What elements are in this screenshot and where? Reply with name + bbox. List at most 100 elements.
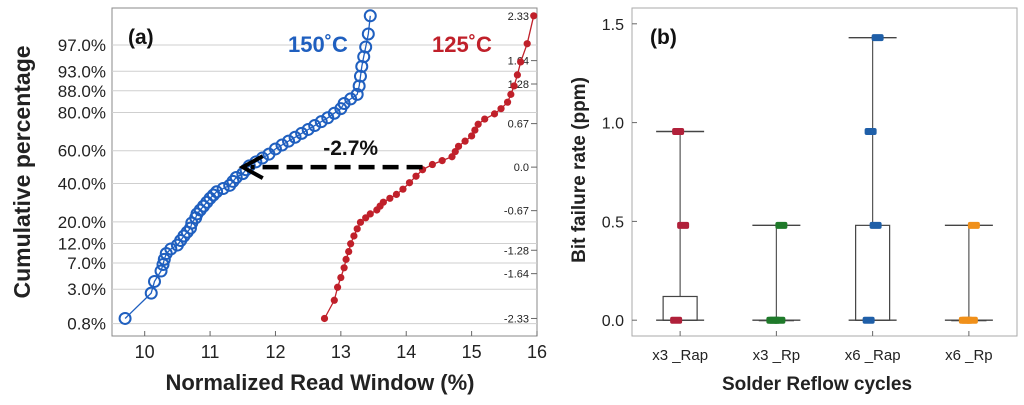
- data-point-150c: [268, 142, 282, 156]
- data-point-b: [670, 316, 683, 324]
- y-axis-ticks-b: 0.0 0.5 1.0 1.5: [602, 17, 637, 330]
- y-tick-label-a: 0.8%: [67, 315, 106, 334]
- data-point-b: [768, 316, 781, 324]
- data-point-125c: [510, 82, 518, 90]
- series-label-125c: 125˚C: [432, 32, 492, 57]
- data-point-150c: [183, 221, 197, 235]
- x-tick-label-a: 13: [331, 342, 351, 362]
- data-point-125c: [530, 12, 538, 20]
- data-point-125c: [507, 90, 515, 98]
- data-point-b: [677, 221, 690, 229]
- y-tick-label-b: 1.5: [602, 17, 624, 34]
- right-tick-label: -1.28: [504, 245, 529, 257]
- y-axis-title-b: Bit failure rate (ppm): [569, 77, 590, 263]
- data-point-150c: [164, 242, 178, 256]
- x-tick-label-a: 10: [135, 342, 155, 362]
- data-point-150c: [314, 115, 328, 129]
- data-point-b: [871, 34, 884, 42]
- data-point-125c: [330, 296, 338, 304]
- data-point-125c: [347, 240, 355, 248]
- data-point-125c: [350, 232, 358, 240]
- data-point-125c: [448, 153, 456, 161]
- x-axis-ticks-b: x3 _Rap x3 _Rp x6 _Rap x6 _Rp: [652, 331, 993, 364]
- right-tick-label: 2.33: [508, 11, 529, 23]
- x-axis-title-a: Normalized Read Window (%): [165, 370, 474, 395]
- data-point-150c: [197, 199, 211, 213]
- data-point-125c: [392, 190, 401, 199]
- x-tick-label-b: x3 _Rp: [753, 347, 801, 364]
- data-point-125c: [503, 98, 512, 106]
- y-axis-title-a: Cumulative percentage: [9, 45, 35, 298]
- right-tick-label: -2.33: [504, 313, 529, 325]
- data-point-150c: [200, 195, 214, 209]
- data-series-a: [118, 9, 538, 325]
- data-point-150c: [350, 87, 364, 101]
- data-point-150c: [359, 40, 373, 54]
- data-point-150c: [210, 185, 224, 199]
- data-point-125c: [517, 58, 525, 66]
- box-2: [848, 34, 897, 324]
- data-point-150c: [226, 174, 240, 188]
- data-point-150c: [295, 126, 309, 140]
- right-tick-label: -1.64: [504, 269, 529, 281]
- data-point-125c: [513, 71, 521, 79]
- data-point-150c: [363, 9, 377, 23]
- data-point-150c: [148, 274, 161, 288]
- data-point-150c: [288, 130, 302, 144]
- data-point-125c: [481, 115, 489, 123]
- box-1: [752, 221, 801, 324]
- data-point-125c: [454, 142, 463, 150]
- data-point-150c: [216, 182, 230, 196]
- data-point-125c: [345, 247, 353, 256]
- data-point-125c: [342, 255, 350, 263]
- data-point-125c: [461, 137, 469, 145]
- x-tick-label-a: 14: [396, 342, 416, 362]
- box-body: [662, 295, 698, 321]
- data-point-150c: [282, 134, 296, 148]
- x-tick-label-b: x6 _Rap: [845, 347, 901, 364]
- plot-area-a: [111, 7, 538, 337]
- data-point-b: [869, 221, 882, 229]
- y-tick-label-b: 0.0: [602, 313, 624, 330]
- right-tick-label: -0.67: [504, 206, 529, 218]
- right-tick-label: 0.0: [514, 162, 529, 174]
- data-point-150c: [157, 252, 171, 266]
- data-point-150c: [308, 119, 322, 133]
- data-point-125c: [523, 40, 531, 48]
- right-tick-label: 0.67: [508, 119, 529, 131]
- plot-area-b: [631, 7, 1018, 337]
- x-axis-ticks-a: 10 11 12 13 14 15 16: [135, 331, 547, 362]
- box-0: [656, 127, 705, 324]
- box-3: [944, 221, 993, 324]
- y-tick-label-a: 3.0%: [67, 280, 106, 299]
- data-point-150c: [190, 207, 204, 221]
- y-tick-label-a: 60.0%: [58, 142, 106, 161]
- data-point-125c: [340, 264, 348, 272]
- data-point-b: [864, 127, 877, 135]
- data-point-125c: [471, 126, 479, 134]
- shift-annotation: -2.7%: [238, 137, 423, 180]
- data-point-125c: [379, 198, 387, 206]
- data-point-150c: [352, 79, 366, 93]
- data-point-150c: [144, 286, 158, 300]
- y-tick-label-a: 97.0%: [58, 36, 106, 55]
- data-point-125c: [337, 273, 345, 282]
- data-point-125c: [333, 283, 342, 291]
- y-tick-label-a: 88.0%: [58, 82, 106, 101]
- data-point-125c: [474, 120, 482, 128]
- data-point-150c: [118, 311, 132, 325]
- data-point-150c: [206, 188, 220, 202]
- x-axis-title-b: Solder Reflow cycles: [722, 374, 912, 395]
- data-point-150c: [177, 229, 191, 243]
- data-point-150c: [193, 203, 207, 217]
- x-tick-label-a: 16: [527, 342, 547, 362]
- y-tick-label-a: 80.0%: [58, 103, 106, 122]
- y-axis-ticks-a: 97.0% 93.0%88.0% 80.0% 60.0% 40.0% 20.0% 12.0%…: [58, 36, 106, 334]
- data-point-125c: [366, 210, 374, 218]
- data-point-150c: [353, 69, 367, 83]
- x-tick-label-a: 15: [462, 342, 482, 362]
- data-point-125c: [412, 172, 420, 180]
- data-point-150c: [203, 191, 217, 205]
- panel-label-a: (a): [128, 26, 154, 49]
